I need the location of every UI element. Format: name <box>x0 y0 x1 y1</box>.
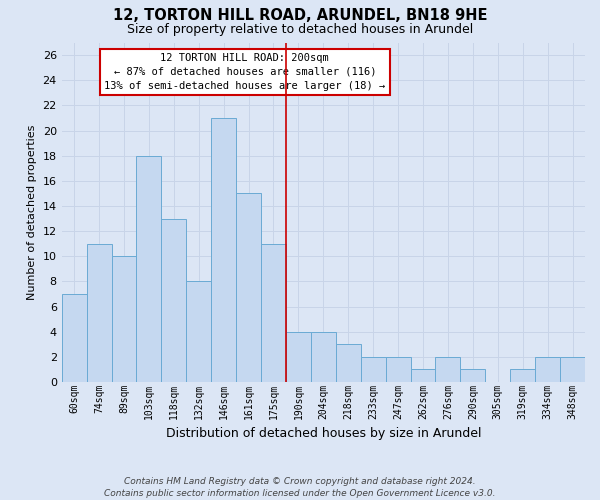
Text: 12, TORTON HILL ROAD, ARUNDEL, BN18 9HE: 12, TORTON HILL ROAD, ARUNDEL, BN18 9HE <box>113 8 487 22</box>
Bar <box>62 294 86 382</box>
Bar <box>261 244 286 382</box>
X-axis label: Distribution of detached houses by size in Arundel: Distribution of detached houses by size … <box>166 427 481 440</box>
Bar <box>386 357 410 382</box>
Bar <box>336 344 361 382</box>
Text: 12 TORTON HILL ROAD: 200sqm
← 87% of detached houses are smaller (116)
13% of se: 12 TORTON HILL ROAD: 200sqm ← 87% of det… <box>104 52 385 90</box>
Bar <box>86 244 112 382</box>
Bar <box>286 332 311 382</box>
Text: Contains HM Land Registry data © Crown copyright and database right 2024.
Contai: Contains HM Land Registry data © Crown c… <box>104 476 496 498</box>
Text: Size of property relative to detached houses in Arundel: Size of property relative to detached ho… <box>127 22 473 36</box>
Bar <box>211 118 236 382</box>
Bar <box>186 282 211 382</box>
Bar <box>510 370 535 382</box>
Bar <box>112 256 136 382</box>
Bar <box>436 357 460 382</box>
Y-axis label: Number of detached properties: Number of detached properties <box>27 124 37 300</box>
Bar <box>361 357 386 382</box>
Bar <box>410 370 436 382</box>
Bar <box>236 194 261 382</box>
Bar <box>535 357 560 382</box>
Bar <box>560 357 585 382</box>
Bar <box>460 370 485 382</box>
Bar <box>136 156 161 382</box>
Bar <box>161 218 186 382</box>
Bar <box>311 332 336 382</box>
